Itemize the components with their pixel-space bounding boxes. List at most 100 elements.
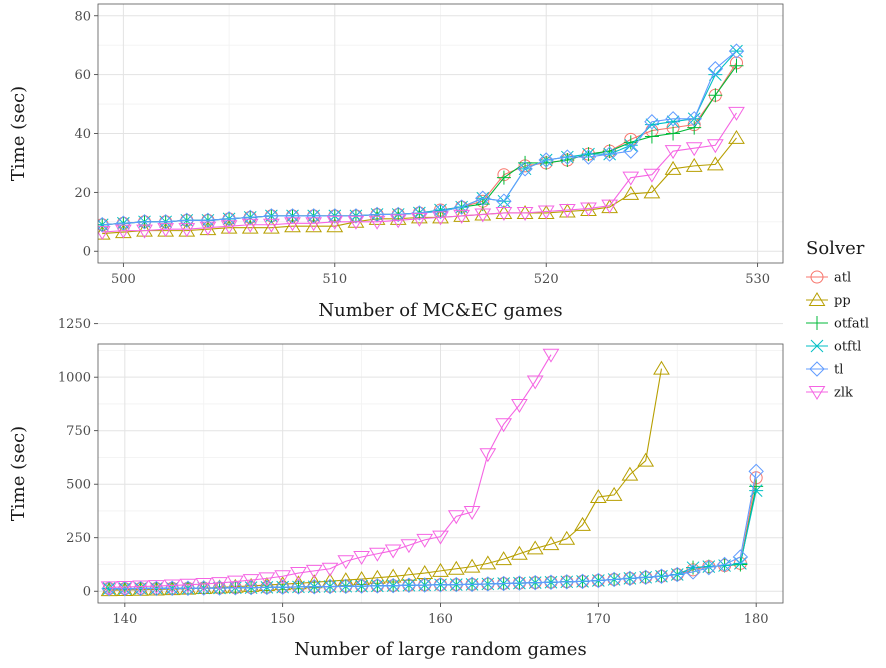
data-point-pp [432, 562, 449, 577]
data-point-tl [559, 574, 575, 590]
data-point-tl [136, 214, 153, 230]
data-point-pp [685, 157, 703, 172]
data-point-pp [637, 452, 655, 467]
data-point-zlk [284, 217, 301, 232]
series-zlk [98, 106, 745, 241]
data-point-zlk [305, 564, 323, 579]
data-point-pp [511, 545, 528, 560]
plot-border [97, 3, 784, 264]
data-point-zlk [384, 544, 402, 559]
legend-item-otftl: otftl [806, 340, 861, 355]
x-tick-label: 160 [428, 612, 453, 627]
data-point-zlk [542, 348, 560, 363]
y-tick-label: 20 [74, 186, 91, 201]
series-tl [101, 463, 764, 597]
data-point-pp [479, 555, 497, 570]
data-point-tl [322, 578, 338, 595]
data-point-tl [259, 579, 275, 596]
data-point-zlk [537, 205, 555, 220]
data-point-zlk [114, 224, 132, 239]
data-point-zlk [432, 211, 449, 226]
data-point-pp [621, 466, 639, 481]
data-point-zlk [241, 218, 259, 233]
series-layer [98, 43, 745, 241]
data-point-tl [401, 577, 417, 593]
x-tick-label: 510 [322, 272, 347, 287]
data-point-zlk [290, 567, 307, 582]
x-axis-title: Number of MC&EC games [318, 300, 562, 321]
data-point-zlk [258, 572, 276, 587]
y-axis-title: Time (sec) [8, 426, 29, 521]
data-point-pp [526, 540, 544, 555]
data-point-tl [590, 572, 607, 589]
data-point-pp [605, 486, 623, 501]
series-zlk [100, 348, 560, 596]
data-point-pp [653, 360, 670, 375]
data-point-pp [622, 185, 640, 200]
data-point-zlk [211, 577, 228, 592]
data-point-tl [417, 577, 433, 593]
legend-key-triangle-up-icon [808, 292, 826, 306]
data-point-zlk [353, 550, 370, 565]
data-point-otfatl [496, 170, 511, 185]
data-point-tl [732, 549, 749, 565]
data-point-zlk [453, 209, 471, 224]
data-point-tl [480, 576, 496, 592]
data-point-tl [559, 149, 576, 165]
data-point-tl [338, 578, 354, 595]
data-point-pp [347, 213, 365, 228]
data-point-tl [511, 575, 528, 591]
data-point-zlk [416, 533, 434, 548]
data-point-zlk [337, 555, 355, 570]
legend-label: atl [834, 271, 851, 286]
legend-label: otfatl [834, 317, 869, 332]
data-point-otfatl [708, 88, 723, 103]
data-point-zlk [179, 578, 197, 593]
series-line-tl [109, 471, 757, 590]
legend-item-atl: atl [806, 270, 851, 286]
series-layer [100, 348, 764, 597]
series-line-zlk [102, 112, 737, 233]
data-point-tl [665, 111, 681, 127]
data-point-tl [327, 208, 343, 224]
x-tick-label: 150 [270, 612, 295, 627]
data-point-pp [495, 551, 513, 566]
data-point-zlk [558, 204, 576, 218]
data-point-tl [728, 43, 745, 59]
y-tick-label: 500 [66, 478, 91, 493]
data-point-zlk [368, 215, 386, 230]
legend-item-zlk: zlk [806, 386, 853, 401]
data-point-tl [538, 152, 554, 168]
legend-label: pp [834, 294, 851, 309]
y-tick-label: 250 [66, 531, 91, 546]
data-point-pp [574, 516, 591, 531]
data-point-zlk [242, 574, 260, 589]
data-point-otftl [686, 561, 701, 575]
data-point-pp [463, 558, 481, 573]
data-point-tl [748, 463, 764, 480]
data-point-zlk [326, 215, 344, 230]
plot-border [97, 343, 784, 604]
data-point-pp [643, 184, 661, 199]
data-point-zlk [463, 506, 481, 521]
data-point-pp [558, 530, 576, 545]
data-point-zlk [643, 168, 661, 183]
data-point-zlk [321, 562, 339, 577]
x-axis-title: Number of large random games [294, 639, 586, 660]
data-point-tl [306, 579, 322, 595]
data-point-pp [241, 219, 259, 234]
data-point-zlk [410, 212, 428, 227]
data-point-tl [543, 574, 559, 590]
data-point-tl [180, 580, 196, 596]
data-point-zlk [728, 106, 745, 121]
chart-panel-2: 140 150 160 170 180 0 250 500 750 1000 1250 Number … [8, 317, 784, 660]
data-point-zlk [432, 530, 449, 545]
data-point-zlk [479, 448, 497, 463]
data-point-tl [669, 566, 685, 583]
data-point-pp [664, 160, 682, 175]
data-point-zlk [495, 418, 513, 433]
data-point-zlk [195, 577, 213, 592]
data-point-pp [284, 218, 301, 233]
